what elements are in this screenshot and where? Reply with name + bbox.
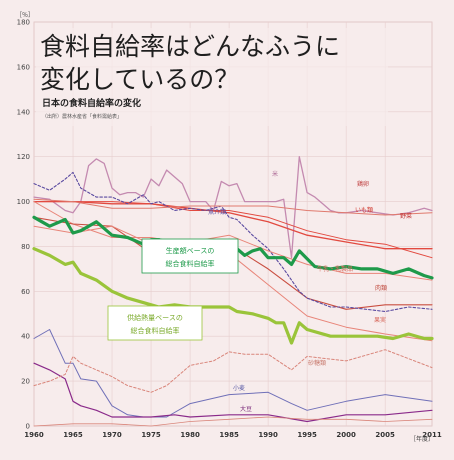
- title-line-2: 変化しているの？: [40, 65, 239, 94]
- title-backdrop: [36, 28, 388, 126]
- x-tick-label: 2011: [422, 431, 442, 439]
- x-tick-label: 1975: [141, 431, 161, 439]
- production-box-line-1: 生産額ベースの: [166, 246, 215, 255]
- y-tick-label: 140: [17, 108, 30, 116]
- label-sugar: 砂糖類: [308, 359, 326, 367]
- label-milk: 牛乳・乳製品: [317, 265, 353, 273]
- x-tick-label: 1960: [24, 431, 44, 439]
- series-line-2: [33, 201, 433, 259]
- y-tick-label: 40: [21, 333, 30, 341]
- x-tick-label: 1985: [219, 431, 239, 439]
- x-tick-label: 2000: [336, 431, 356, 439]
- chart-subtitle: 日本の食料自給率の変化: [42, 97, 141, 109]
- title-line-1: 食料自給率はどんなふうに: [40, 32, 340, 61]
- y-tick-label: 160: [17, 63, 30, 71]
- y-tick-label: 60: [21, 288, 30, 296]
- label-fruit: 果実: [374, 316, 386, 324]
- label-meat: 肉類: [375, 284, 387, 292]
- x-tick-label: 1970: [102, 431, 122, 439]
- series-line-1: [33, 200, 433, 250]
- y-tick-label: 180: [17, 19, 30, 27]
- calorie-box-line-1: 供給熱量ベースの: [127, 313, 183, 322]
- x-tick-label: 1990: [258, 431, 278, 439]
- label-vegetables: 野菜: [400, 212, 412, 220]
- series-line-5: [33, 171, 433, 313]
- label-wheat: 小麦: [233, 384, 245, 392]
- series-lines: [32, 156, 434, 427]
- series-line-6: [33, 225, 433, 281]
- x-axis-unit: ［年度］: [410, 435, 434, 443]
- production-box-line-2: 総合食料自給率: [166, 259, 215, 268]
- y-tick-label: 0: [26, 423, 30, 431]
- label-potatoes: いも類: [355, 206, 373, 214]
- y-tick-label: 120: [17, 153, 30, 161]
- series-line-7: [33, 198, 433, 216]
- title-block: 食料自給率はどんなふうに 変化しているの？ 日本の食料自給率の変化 （出所）農林…: [36, 28, 388, 126]
- calorie-box: [107, 305, 203, 341]
- series-line-12: [33, 349, 433, 393]
- x-tick-label: 1980: [180, 431, 200, 439]
- x-tick-label: 1995: [297, 431, 317, 439]
- series-line-11: [33, 362, 433, 423]
- x-tick-label: 1965: [63, 431, 83, 439]
- label-soybean: 大豆: [240, 405, 252, 413]
- y-tick-label: 20: [21, 378, 30, 386]
- calorie-label-box: 供給熱量ベースの 総合食料自給率: [107, 305, 203, 341]
- series-line-8: [32, 215, 434, 280]
- label-rice: 米: [272, 170, 278, 178]
- calorie-box-line-2: 総合食料自給率: [131, 326, 180, 335]
- y-axis-unit: ［％］: [16, 12, 34, 19]
- label-rice-text: 米: [272, 170, 278, 178]
- label-fish: 魚介類: [208, 208, 226, 216]
- series-line-13: [33, 416, 433, 427]
- label-eggs: 鶏卵: [357, 180, 369, 188]
- series-line-9: [32, 247, 434, 345]
- source-note: （出所）農林水産省「食料需給表」: [42, 113, 122, 120]
- x-tick-label: 2005: [375, 431, 395, 439]
- production-box: [141, 238, 239, 274]
- y-tick-label: 100: [17, 198, 30, 206]
- axis-ticks: 0 20 40 60 80 100 120 140 160 180 1960 1965 1970 1975…: [17, 19, 442, 440]
- production-label-box: 生産額ベースの 総合食料自給率: [141, 238, 239, 274]
- y-tick-label: 80: [21, 243, 30, 251]
